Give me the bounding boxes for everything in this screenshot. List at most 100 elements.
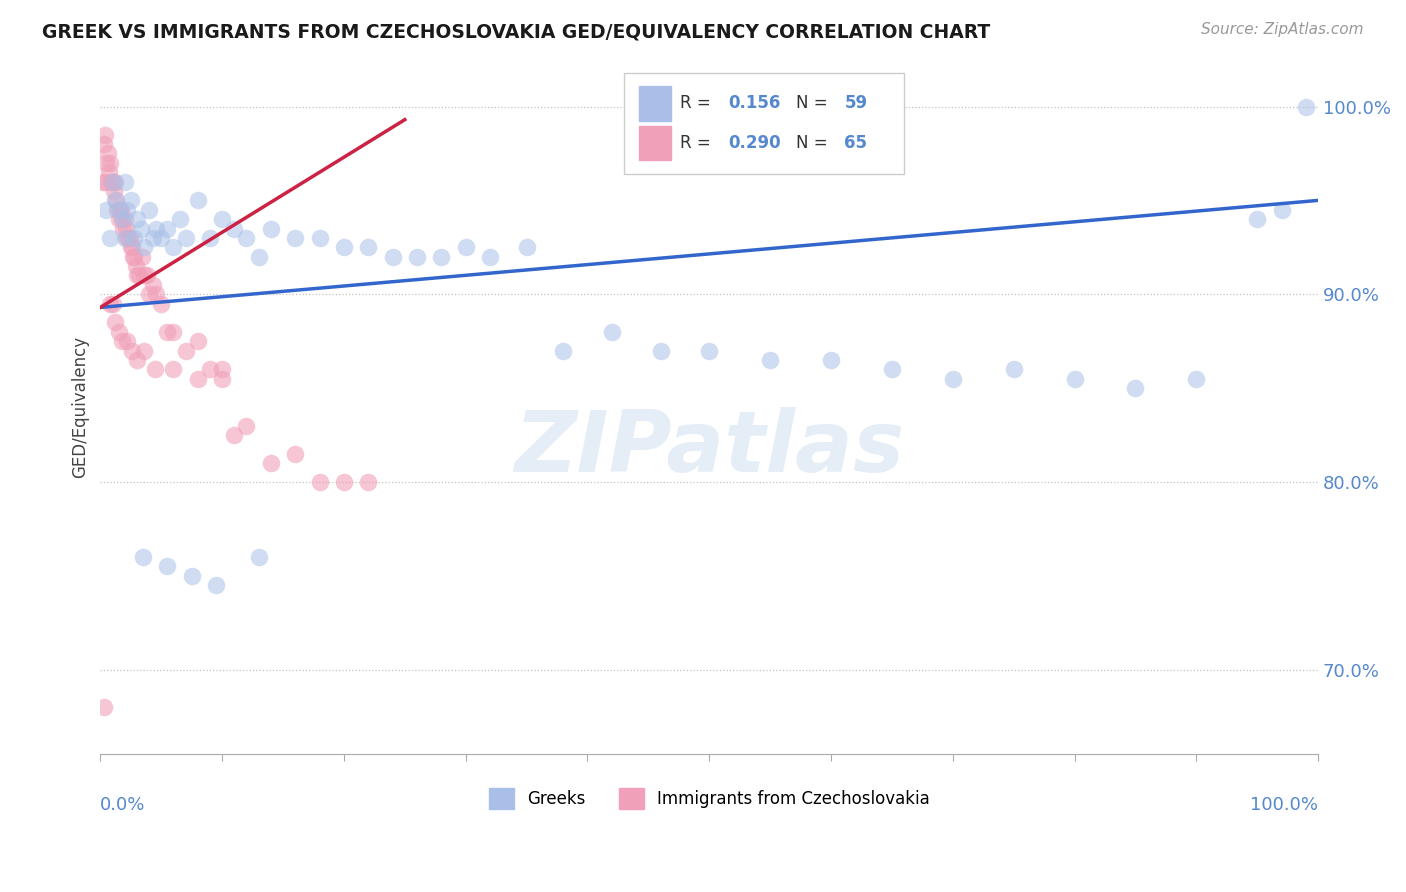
Point — [381, 250, 404, 264]
Point — [104, 315, 127, 329]
Text: 100.0%: 100.0% — [1250, 796, 1319, 814]
Point — [260, 221, 283, 235]
Point — [150, 231, 173, 245]
Point — [118, 231, 141, 245]
Point — [124, 259, 146, 273]
Text: R =: R = — [681, 134, 716, 152]
Point — [135, 268, 157, 283]
Point — [94, 128, 117, 142]
Point — [156, 221, 179, 235]
Text: 0.156: 0.156 — [728, 95, 782, 112]
FancyBboxPatch shape — [638, 126, 672, 161]
Text: R =: R = — [681, 95, 716, 112]
Point — [107, 202, 129, 217]
FancyBboxPatch shape — [638, 86, 672, 120]
Point — [211, 212, 233, 227]
Point — [759, 353, 782, 368]
Point — [110, 202, 132, 217]
Point — [121, 343, 143, 358]
Point — [650, 343, 672, 358]
Text: 65: 65 — [845, 134, 868, 152]
Point — [111, 334, 134, 349]
Point — [406, 250, 429, 264]
Point — [187, 334, 209, 349]
Point — [129, 221, 152, 235]
Point — [138, 202, 160, 217]
Point — [180, 569, 202, 583]
Point — [247, 250, 270, 264]
Point — [96, 202, 118, 217]
Point — [132, 550, 155, 565]
Text: 59: 59 — [845, 95, 868, 112]
Point — [162, 362, 184, 376]
Point — [97, 146, 120, 161]
Point — [121, 240, 143, 254]
Point — [128, 268, 150, 283]
Point — [516, 240, 538, 254]
Text: Source: ZipAtlas.com: Source: ZipAtlas.com — [1201, 22, 1364, 37]
Point — [93, 700, 115, 714]
Point — [120, 194, 142, 208]
Point — [235, 418, 257, 433]
Point — [138, 287, 160, 301]
Text: GREEK VS IMMIGRANTS FROM CZECHOSLOVAKIA GED/EQUIVALENCY CORRELATION CHART: GREEK VS IMMIGRANTS FROM CZECHOSLOVAKIA … — [42, 22, 990, 41]
Point — [187, 372, 209, 386]
Point — [97, 165, 120, 179]
Point — [142, 231, 165, 245]
Point — [156, 325, 179, 339]
Point — [131, 250, 153, 264]
Point — [198, 362, 221, 376]
Point — [145, 287, 167, 301]
Point — [308, 231, 330, 245]
Point — [224, 221, 246, 235]
Point — [100, 175, 122, 189]
Point — [91, 175, 114, 189]
Point — [112, 221, 135, 235]
Point — [107, 325, 129, 339]
Point — [124, 231, 146, 245]
Point — [103, 184, 125, 198]
Point — [125, 268, 148, 283]
Point — [125, 212, 148, 227]
FancyBboxPatch shape — [624, 73, 904, 174]
Point — [169, 212, 191, 227]
Point — [143, 362, 166, 376]
Text: 0.290: 0.290 — [728, 134, 782, 152]
Point — [357, 475, 380, 489]
Point — [115, 334, 138, 349]
Point — [105, 194, 128, 208]
Point — [124, 250, 146, 264]
Y-axis label: GED/Equivalency: GED/Equivalency — [72, 336, 89, 478]
Point — [697, 343, 720, 358]
Point — [156, 559, 179, 574]
Point — [108, 202, 131, 217]
Point — [205, 578, 228, 592]
Point — [357, 240, 380, 254]
Point — [600, 325, 623, 339]
Text: ZIPatlas: ZIPatlas — [515, 407, 904, 490]
Point — [333, 240, 356, 254]
Point — [101, 175, 124, 189]
Point — [120, 240, 142, 254]
Point — [1063, 372, 1085, 386]
Point — [174, 343, 197, 358]
Point — [820, 353, 842, 368]
Point — [107, 212, 129, 227]
Point — [96, 175, 118, 189]
Point — [93, 137, 115, 152]
Point — [553, 343, 575, 358]
Point — [114, 175, 136, 189]
Point — [98, 296, 121, 310]
Point — [105, 202, 128, 217]
Point — [115, 221, 138, 235]
Point — [1185, 372, 1208, 386]
Point — [174, 231, 197, 245]
Point — [98, 231, 121, 245]
Point — [211, 362, 233, 376]
Text: N =: N = — [796, 134, 832, 152]
Point — [479, 250, 502, 264]
Point — [145, 221, 167, 235]
Point — [1002, 362, 1025, 376]
Point — [122, 250, 145, 264]
Point — [333, 475, 356, 489]
